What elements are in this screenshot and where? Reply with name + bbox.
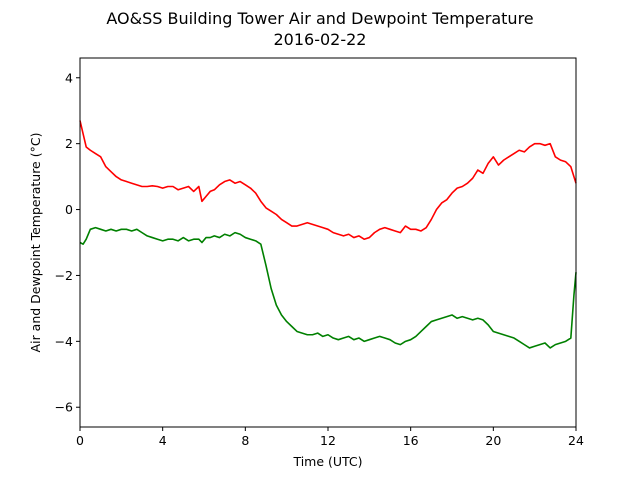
chart-subtitle: 2016-02-22: [274, 30, 367, 49]
x-tick-label: 24: [568, 433, 584, 448]
x-tick-label: 12: [320, 433, 336, 448]
series-layer: [79, 120, 577, 349]
y-tick-label: 4: [65, 70, 73, 85]
series-line-0: [79, 120, 577, 241]
y-tick-label: 0: [65, 202, 73, 217]
plot-frame: [79, 57, 577, 428]
y-axis-label: Air and Dewpoint Temperature (°C): [28, 133, 43, 353]
x-tick-label: 4: [159, 433, 167, 448]
chart-title: AO&SS Building Tower Air and Dewpoint Te…: [106, 9, 533, 28]
x-tick-label: 0: [76, 433, 84, 448]
x-tick-label: 20: [485, 433, 501, 448]
y-tick-label: −6: [55, 400, 73, 415]
y-tick-label: −4: [55, 334, 73, 349]
series-line-1: [79, 226, 577, 349]
x-axis-label: Time (UTC): [292, 454, 362, 469]
x-tick-label: 8: [241, 433, 249, 448]
x-tick-label: 16: [403, 433, 419, 448]
y-tick-label: 2: [65, 136, 73, 151]
y-tick-label: −2: [55, 268, 73, 283]
